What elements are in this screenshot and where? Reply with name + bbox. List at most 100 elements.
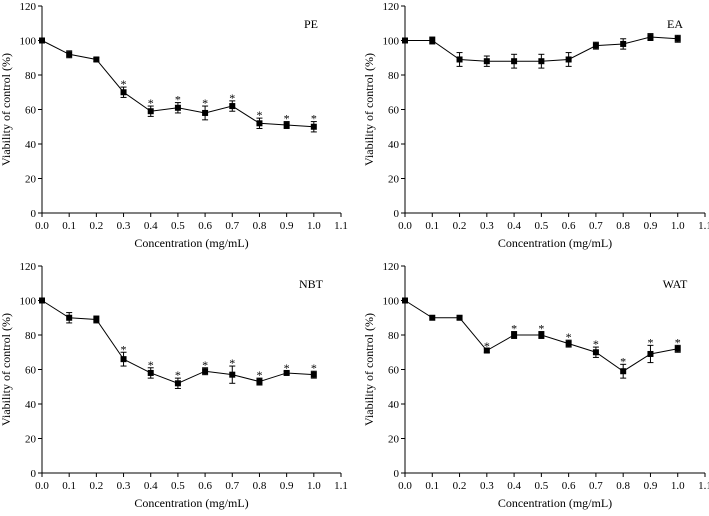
data-point — [620, 40, 627, 47]
data-point — [565, 340, 572, 347]
x-tick-label: 0.9 — [644, 220, 658, 232]
y-axis-title: Viability of control (%) — [362, 53, 376, 166]
x-tick-label: 0.5 — [171, 480, 185, 492]
x-tick-label: 0.1 — [62, 480, 76, 492]
significance-star: * — [148, 358, 154, 372]
significance-star: * — [311, 361, 317, 375]
y-tick-label: 100 — [20, 36, 37, 48]
chart-panel-pe: 0.0 0.1 0.2 0.3 0.4 0.5 0.6 0.7 0.8 0.9 1.0 1.1 0 20 4… — [0, 1, 348, 250]
data-point — [93, 56, 100, 63]
data-point — [647, 350, 654, 357]
data-point — [120, 89, 127, 96]
x-tick-label: 0.5 — [171, 220, 185, 232]
x-tick-label: 1.0 — [307, 220, 321, 232]
significance-star: * — [229, 91, 235, 105]
significance-star: * — [566, 330, 572, 344]
significance-star: * — [675, 335, 681, 349]
significance-star: * — [202, 96, 208, 110]
y-tick-label: 20 — [388, 434, 400, 446]
y-tick-label: 120 — [383, 1, 400, 13]
data-point — [66, 51, 73, 58]
y-tick-label: 0 — [394, 208, 400, 220]
y-tick-label: 80 — [388, 70, 400, 82]
significance-star: * — [175, 93, 181, 107]
x-tick-label: 0.3 — [480, 220, 494, 232]
chart-panel-ea: 0.0 0.1 0.2 0.3 0.4 0.5 0.6 0.7 0.8 0.9 1.0 1.1 0 20 4… — [362, 1, 709, 250]
data-point — [256, 378, 263, 385]
data-point — [310, 371, 317, 378]
significance-star: * — [256, 368, 262, 382]
x-tick-label: 0.8 — [616, 220, 630, 232]
significance-star: * — [284, 361, 290, 375]
significance-star: * — [121, 77, 127, 91]
x-tick-label: 0.9 — [644, 480, 658, 492]
y-tick-label: 20 — [25, 434, 37, 446]
panel-label: WAT — [663, 277, 688, 291]
data-point — [592, 349, 599, 356]
y-tick-label: 120 — [383, 261, 400, 273]
x-tick-label: 0.0 — [35, 220, 49, 232]
panel-label: NBT — [299, 277, 324, 291]
x-tick-label: 0.2 — [453, 220, 467, 232]
data-point — [283, 369, 290, 376]
data-point — [674, 35, 681, 42]
x-tick-label: 1.0 — [671, 220, 685, 232]
x-tick-label: 1.0 — [307, 480, 321, 492]
significance-star: * — [121, 342, 127, 356]
data-point — [402, 297, 408, 304]
chart-panel-nbt: 0.0 0.1 0.2 0.3 0.4 0.5 0.6 0.7 0.8 0.9 1.0 1.1 0 20 4… — [0, 261, 348, 510]
x-tick-label: 0.1 — [425, 220, 439, 232]
x-tick-label: 0.8 — [253, 220, 267, 232]
data-point — [229, 371, 236, 378]
x-tick-label: 0.1 — [62, 220, 76, 232]
y-tick-label: 80 — [388, 330, 400, 342]
x-tick-label: 0.2 — [89, 480, 103, 492]
x-tick-label: 0.0 — [35, 480, 49, 492]
x-tick-label: 0.8 — [253, 480, 267, 492]
data-point — [511, 58, 518, 65]
x-tick-label: 0.3 — [117, 480, 131, 492]
x-axis-title: Concentration (mg/mL) — [498, 236, 612, 250]
y-axis-title: Viability of control (%) — [362, 313, 376, 426]
x-tick-label: 0.7 — [225, 220, 239, 232]
x-tick-label: 1.0 — [671, 480, 685, 492]
x-tick-label: 0.2 — [89, 220, 103, 232]
data-point — [402, 37, 408, 44]
x-tick-label: 0.6 — [198, 480, 212, 492]
y-tick-label: 100 — [383, 296, 400, 308]
data-point — [620, 368, 627, 375]
chart-panel-wat: 0.0 0.1 0.2 0.3 0.4 0.5 0.6 0.7 0.8 0.9 1.0 1.1 0 20 4… — [362, 261, 709, 510]
data-point — [229, 103, 236, 110]
data-point — [592, 42, 599, 49]
x-tick-label: 0.3 — [480, 480, 494, 492]
y-tick-label: 120 — [20, 261, 37, 273]
x-tick-label: 1.1 — [334, 480, 348, 492]
x-tick-label: 0.6 — [198, 220, 212, 232]
x-tick-label: 0.7 — [589, 480, 603, 492]
series-line — [41, 40, 314, 128]
x-tick-label: 0.7 — [589, 220, 603, 232]
data-point — [511, 332, 518, 338]
data-point — [483, 58, 490, 65]
x-tick-label: 0.9 — [280, 220, 294, 232]
significance-star: * — [311, 112, 317, 126]
y-axis-title: Viability of control (%) — [0, 53, 13, 166]
data-point — [283, 122, 290, 129]
x-tick-label: 0.2 — [453, 480, 467, 492]
significance-star: * — [593, 337, 599, 351]
significance-star: * — [511, 322, 517, 336]
data-point — [256, 120, 263, 127]
y-tick-label: 0 — [394, 468, 400, 480]
significance-star: * — [175, 368, 181, 382]
data-point — [120, 356, 127, 363]
data-point — [39, 37, 45, 44]
data-point — [310, 123, 317, 130]
data-point — [538, 58, 545, 65]
data-point — [429, 314, 436, 321]
y-tick-label: 80 — [25, 330, 37, 342]
data-point — [93, 316, 100, 323]
panel-label: PE — [304, 17, 318, 31]
x-tick-label: 0.5 — [534, 220, 548, 232]
x-tick-label: 0.7 — [225, 480, 239, 492]
